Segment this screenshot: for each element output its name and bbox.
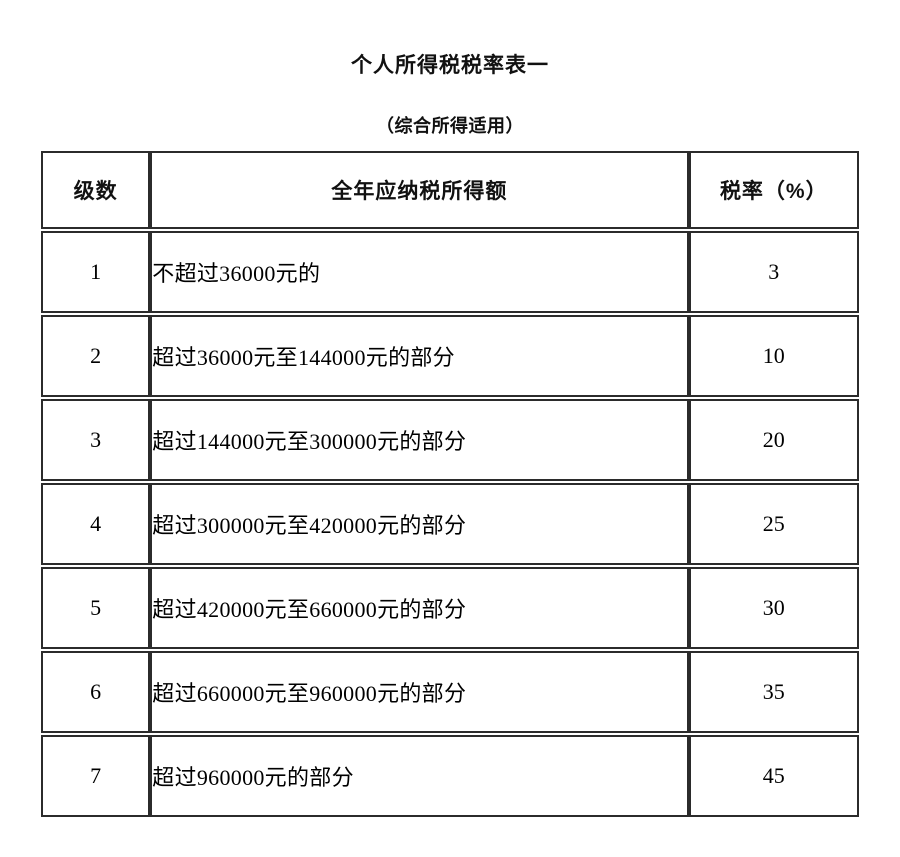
tax-rate-table: 级数 全年应纳税所得额 税率（%） 1 不超过36000元的 3 2 超过360… <box>41 149 859 819</box>
table-row: 1 不超过36000元的 3 <box>41 231 859 313</box>
cell-income-range: 超过660000元至960000元的部分 <box>150 651 689 733</box>
cell-income-range: 超过960000元的部分 <box>150 735 689 817</box>
cell-tax-rate: 20 <box>688 399 859 481</box>
cell-level: 1 <box>41 231 151 313</box>
table-row: 4 超过300000元至420000元的部分 25 <box>41 483 859 565</box>
cell-level: 7 <box>41 735 151 817</box>
cell-income-range: 超过420000元至660000元的部分 <box>150 567 689 649</box>
column-header-level: 级数 <box>41 151 151 229</box>
table-header-row: 级数 全年应纳税所得额 税率（%） <box>41 151 859 229</box>
cell-tax-rate: 45 <box>688 735 859 817</box>
cell-income-range: 超过36000元至144000元的部分 <box>150 315 689 397</box>
cell-tax-rate: 35 <box>688 651 859 733</box>
cell-tax-rate: 10 <box>688 315 859 397</box>
cell-income-range: 超过300000元至420000元的部分 <box>150 483 689 565</box>
cell-level: 2 <box>41 315 151 397</box>
cell-level: 3 <box>41 399 151 481</box>
cell-income-range: 不超过36000元的 <box>150 231 689 313</box>
cell-tax-rate: 25 <box>688 483 859 565</box>
cell-level: 6 <box>41 651 151 733</box>
cell-level: 4 <box>41 483 151 565</box>
column-header-taxable-income: 全年应纳税所得额 <box>150 151 689 229</box>
cell-tax-rate: 30 <box>688 567 859 649</box>
page-title: 个人所得税税率表一 <box>351 54 549 77</box>
table-row: 7 超过960000元的部分 45 <box>41 735 859 817</box>
cell-income-range: 超过144000元至300000元的部分 <box>150 399 689 481</box>
table-row: 3 超过144000元至300000元的部分 20 <box>41 399 859 481</box>
table-row: 5 超过420000元至660000元的部分 30 <box>41 567 859 649</box>
cell-level: 5 <box>41 567 151 649</box>
cell-tax-rate: 3 <box>688 231 859 313</box>
table-row: 6 超过660000元至960000元的部分 35 <box>41 651 859 733</box>
column-header-tax-rate: 税率（%） <box>688 151 859 229</box>
table-row: 2 超过36000元至144000元的部分 10 <box>41 315 859 397</box>
page-subtitle: （综合所得适用） <box>376 116 524 136</box>
